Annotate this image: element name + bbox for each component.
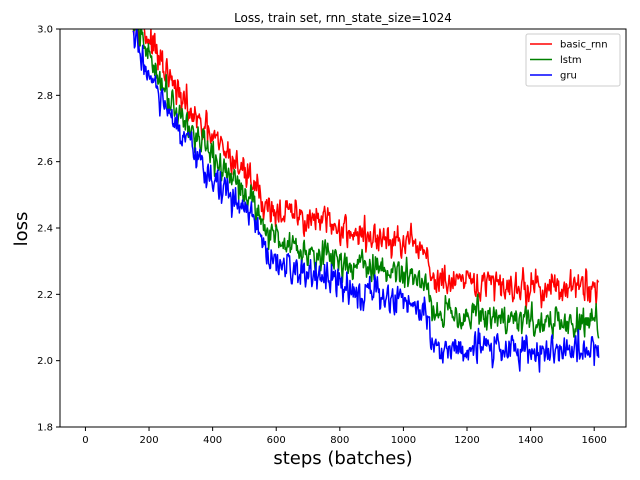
- x-tick-label: 800: [330, 435, 349, 446]
- y-tick-label: 1.8: [37, 423, 53, 434]
- x-axis-label: steps (batches): [273, 448, 412, 469]
- x-tick-label: 400: [203, 435, 222, 446]
- y-axis: 1.8 2.0 2.2 2.4 2.6 2.8 3.0: [37, 25, 60, 434]
- x-tick-label: 200: [139, 435, 158, 446]
- legend-box: [525, 33, 621, 87]
- x-tick-label: 600: [267, 435, 286, 446]
- y-tick-label: 2.6: [37, 157, 53, 168]
- y-tick-label: 2.8: [37, 91, 53, 102]
- legend-label: basic_rnn: [560, 40, 608, 51]
- y-tick-label: 2.2: [37, 290, 53, 301]
- legend-label: gru: [560, 71, 577, 82]
- x-tick-label: 1600: [581, 435, 606, 446]
- series-line-gru: [132, 29, 600, 373]
- x-axis: 0 200 400 600 800 1000 1200 1400 1600: [82, 427, 607, 446]
- y-tick-label: 3.0: [37, 25, 53, 36]
- y-axis-label: loss: [11, 212, 32, 247]
- x-tick-label: 0: [82, 435, 88, 446]
- legend-label: lstm: [560, 55, 582, 66]
- x-tick-label: 1000: [391, 435, 416, 446]
- x-tick-label: 1400: [518, 435, 543, 446]
- y-tick-label: 2.0: [37, 356, 53, 367]
- chart-title: Loss, train set, rnn_state_size=1024: [234, 11, 452, 25]
- x-tick-label: 1200: [454, 435, 479, 446]
- series-layer: [132, 29, 600, 373]
- series-line-lstm: [132, 29, 600, 340]
- y-tick-label: 2.4: [37, 224, 53, 235]
